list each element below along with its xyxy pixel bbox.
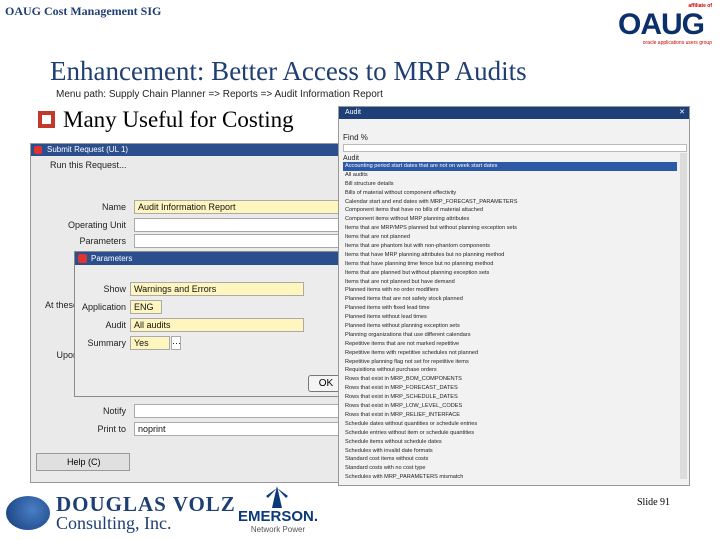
print-to-label: Print to [97, 424, 126, 434]
audit-list-item[interactable]: Bills of material without component effe… [345, 189, 457, 196]
audit-list-item[interactable]: Items that are MRP/MPS planned but witho… [345, 225, 517, 232]
application-field[interactable]: ENG [130, 300, 162, 314]
summary-list-icon[interactable]: ⋯ [171, 336, 181, 350]
notify-field[interactable] [134, 404, 340, 418]
audit-list-item[interactable]: Repetitive planning flag not set for rep… [345, 358, 469, 365]
audit-list-window: Audit ✕ Find % Audit Accounting period s… [338, 106, 690, 486]
find-input[interactable] [343, 144, 687, 152]
audit-list-item[interactable]: Standard cost items without costs [345, 456, 429, 463]
audit-list-item[interactable]: Accounting period start dates that are n… [343, 162, 677, 171]
operating-unit-label: Operating Unit [67, 220, 126, 230]
audit-list-item[interactable]: Schedule entries without item or schedul… [345, 429, 475, 436]
find-label: Find % [343, 133, 368, 142]
audit-column-header: Audit [343, 155, 359, 162]
audit-list-item[interactable]: Rows that exist in MRP_RELIEF_INTERFACE [345, 411, 461, 418]
audit-list-item[interactable]: Items that are not planned [345, 234, 410, 241]
audit-list-item[interactable]: Repetitive items that are not marked rep… [345, 340, 460, 347]
audit-list: Accounting period start dates that are n… [343, 162, 677, 482]
audit-list-item[interactable]: Repetitive items with repetitive schedul… [345, 349, 479, 356]
menu-path: Menu path: Supply Chain Planner => Repor… [56, 89, 383, 100]
emerson-mark-icon [266, 486, 288, 508]
audit-list-item[interactable]: Items that are not planned but have dema… [345, 278, 455, 285]
parameters-field[interactable] [134, 234, 340, 248]
audit-list-item[interactable]: Calendar start and end dates with MRP_FO… [345, 198, 518, 205]
upon-label: Upon [56, 350, 78, 360]
audit-list-item[interactable]: Planned items with no order modifiers [345, 287, 439, 294]
audit-list-item[interactable]: Items that have MRP planning attributes … [345, 251, 505, 258]
bullet-text: Many Useful for Costing [63, 107, 294, 132]
emerson-logo: EMERSON. Network Power [226, 486, 330, 538]
audit-list-item[interactable]: Schedules with invalid date formats [345, 447, 433, 454]
audit-list-item[interactable]: Planned items without planning exception… [345, 323, 460, 330]
oaug-name: OAUG [618, 8, 705, 41]
douglas-volz-name: DOUGLAS VOLZ [56, 492, 236, 516]
oracle-window-icon [34, 146, 42, 154]
audit-list-item[interactable]: Standard costs with no cost type [345, 465, 426, 472]
slide-title: Enhancement: Better Access to MRP Audits [50, 56, 527, 86]
close-icon[interactable]: ✕ [679, 109, 685, 116]
application-label: Application [81, 302, 126, 312]
oaug-logo: affiliate of OAUG oracle applications us… [606, 3, 718, 51]
audit-list-title: Audit [345, 109, 361, 116]
help-button[interactable]: Help (C) [36, 453, 130, 471]
douglas-volz-logo: DOUGLAS VOLZ Consulting, Inc. [6, 490, 235, 536]
parameters-label: Parameters [79, 236, 126, 246]
audit-list-item[interactable]: Schedules with MRP_PARAMETERS mismatch [345, 474, 464, 481]
submit-request-titlebar[interactable]: Submit Request (UL 1) [31, 144, 345, 156]
audit-list-item[interactable]: Bill structure details [345, 180, 394, 187]
name-label: Name [101, 202, 126, 212]
audit-list-item[interactable]: Planned items without lead times [345, 314, 427, 321]
audit-list-item[interactable]: Planned items with fixed lead time [345, 305, 430, 312]
slide-number: Slide 91 [637, 497, 671, 508]
audit-list-item[interactable]: Items that are planned but without plann… [345, 269, 490, 276]
audit-list-item[interactable]: Component items that have no bills of ma… [345, 207, 484, 214]
parameters-title: Parameters [91, 254, 133, 263]
audit-list-item[interactable]: Items that are phantom but with non-phan… [345, 243, 490, 250]
audit-list-item[interactable]: Rows that exist in MRP_SCHEDULE_DATES [345, 394, 458, 401]
oaug-affiliate: affiliate of [688, 3, 712, 9]
bullet-square-icon [38, 111, 55, 128]
emerson-subtitle: Network Power [250, 525, 306, 534]
audit-list-item[interactable]: Rows that exist in MRP_FORECAST_DATES [345, 385, 458, 392]
audit-list-item[interactable]: Rows that exist in MRP_BOM_COMPONENTS [345, 376, 462, 383]
operating-unit-field[interactable] [134, 218, 340, 232]
audit-list-item[interactable]: Schedule items without schedule dates [345, 438, 442, 445]
submit-request-title: Submit Request (UL 1) [47, 145, 129, 154]
audit-label: Audit [105, 320, 126, 330]
show-field[interactable]: Warnings and Errors [130, 282, 304, 296]
summary-label: Summary [87, 338, 126, 348]
audit-list-item[interactable]: Component items without MRP planning att… [345, 216, 470, 223]
douglas-volz-swirl-icon [6, 496, 50, 530]
audit-list-item[interactable]: Rows that exist in MRP_LOW_LEVEL_CODES [345, 403, 463, 410]
emerson-name: EMERSON. [237, 508, 318, 525]
at-these-label: At these [44, 300, 78, 310]
douglas-volz-sub: Consulting, Inc. [56, 513, 172, 533]
audit-list-item[interactable]: Items that have planning time fence but … [345, 260, 494, 267]
print-to-field[interactable]: noprint [134, 422, 340, 436]
audit-list-scrollbar[interactable] [680, 153, 687, 479]
show-label: Show [103, 284, 126, 294]
summary-field[interactable]: Yes [130, 336, 170, 350]
parameters-titlebar[interactable]: Parameters [75, 252, 345, 265]
audit-list-item[interactable]: Schedule dates without quantities or sch… [345, 420, 478, 427]
audit-list-item[interactable]: Requisitions without purchase orders [345, 367, 437, 374]
name-field[interactable]: Audit Information Report [134, 200, 340, 214]
audit-list-item[interactable]: Planning organizations that use differen… [345, 331, 471, 338]
oaug-tagline: oracle applications users group [642, 40, 712, 46]
audit-list-item[interactable]: All audits [345, 171, 368, 178]
oracle-window-icon [78, 254, 87, 263]
audit-list-titlebar[interactable]: Audit ✕ [339, 107, 689, 119]
sig-title: OAUG Cost Management SIG [5, 4, 162, 18]
notify-label: Notify [102, 406, 126, 416]
run-this-request-label: Run this Request... [50, 160, 127, 170]
audit-field[interactable]: All audits [130, 318, 304, 332]
audit-list-item[interactable]: Planned items that are not safety stock … [345, 296, 463, 303]
